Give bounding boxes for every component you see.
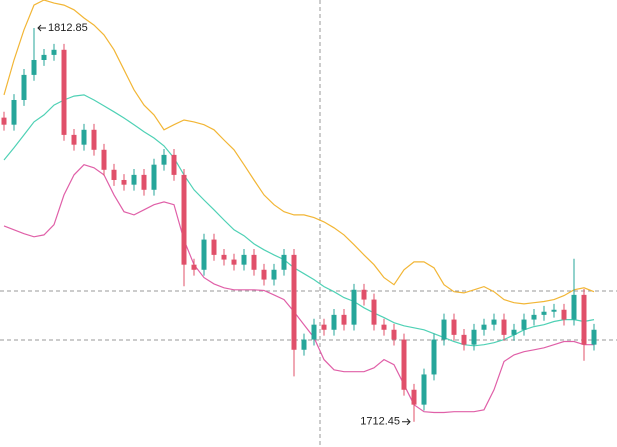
arrow (37, 24, 46, 32)
candle-body (171, 154, 177, 175)
candle-body (521, 319, 527, 330)
candle-body (341, 314, 347, 325)
candle-body (541, 311, 547, 315)
arrow (402, 418, 411, 426)
band-line (3, 94, 595, 347)
candle-body (491, 319, 497, 325)
candle-body (241, 254, 247, 265)
candle-body (51, 49, 57, 55)
candle-body (221, 254, 227, 260)
candle-body (181, 174, 187, 265)
candle-body (371, 299, 377, 325)
candle-body (271, 269, 277, 280)
candle-body (131, 174, 137, 185)
candle-body (261, 269, 267, 280)
candle-body (91, 129, 97, 150)
candle-body (551, 309, 557, 312)
candle-body (41, 54, 47, 60)
candle-body (501, 319, 507, 335)
candle-body (1, 117, 7, 125)
candle-body (121, 179, 127, 185)
candle-body (71, 134, 77, 145)
candle-body (281, 254, 287, 270)
candle-body (431, 339, 437, 375)
candle-body (451, 319, 457, 335)
candle-body (201, 239, 207, 270)
candle-body (231, 259, 237, 265)
candle-body (511, 329, 517, 335)
candle-body (581, 294, 587, 345)
candle-body (311, 324, 317, 340)
candle-body (321, 324, 327, 330)
candle-body (391, 329, 397, 340)
candle-body (161, 154, 167, 165)
candle-body (211, 239, 217, 255)
candle-body (31, 59, 37, 75)
candle-body (471, 329, 477, 345)
candle-body (421, 374, 427, 405)
candle-body (151, 164, 157, 190)
candle-body (461, 334, 467, 345)
candle-body (401, 339, 407, 390)
candle-body (21, 74, 27, 100)
candle-body (61, 49, 67, 135)
candle-body (191, 264, 197, 270)
band-line (3, 164, 594, 414)
band-line (3, 0, 595, 305)
min-label: 1712.45 (360, 416, 400, 428)
candle-body (301, 339, 307, 350)
max-label: 1812.85 (48, 22, 88, 34)
candle-body (561, 309, 567, 320)
candle-body (381, 324, 387, 330)
candle-body (111, 169, 117, 180)
candle-body (81, 129, 87, 145)
candle-body (251, 254, 257, 270)
candle-body (11, 99, 17, 125)
candle-body (331, 314, 337, 330)
candle-body (591, 329, 597, 345)
candle-body (481, 324, 487, 330)
candle-body (411, 389, 417, 405)
candle-body (291, 254, 297, 350)
candle-body (141, 174, 147, 190)
candle-body (361, 289, 367, 300)
candle-body (441, 319, 447, 340)
candle-body (571, 294, 577, 320)
candle-body (531, 314, 537, 320)
candle-body (101, 149, 107, 170)
candle-body (351, 289, 357, 325)
